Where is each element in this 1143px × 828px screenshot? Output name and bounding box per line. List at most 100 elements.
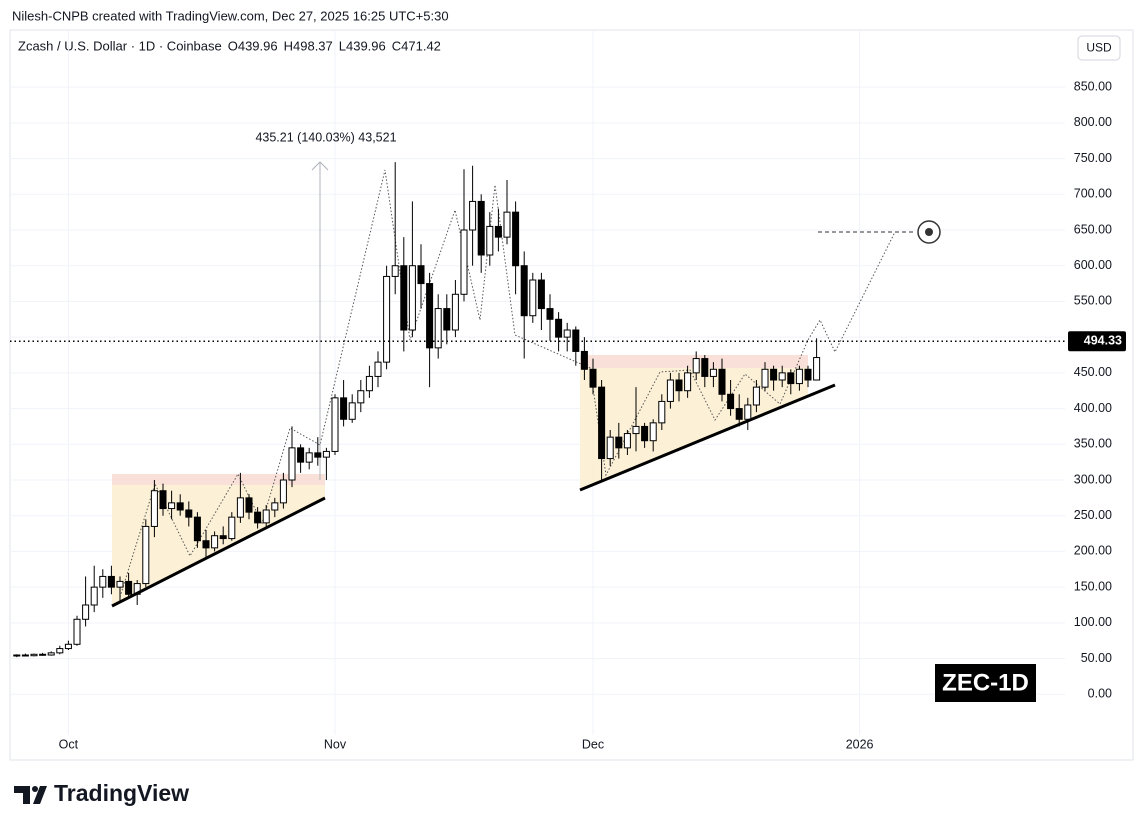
candle-body [271, 502, 279, 511]
candle-body [305, 452, 313, 463]
candle-body [168, 502, 176, 510]
candle-body [460, 229, 468, 295]
candle-body [589, 368, 597, 388]
y-tick-label: 800.00 [1074, 115, 1112, 129]
candle-body [632, 425, 640, 435]
candle-body [340, 397, 348, 420]
brand: TradingView [54, 780, 189, 806]
y-tick-label: 550.00 [1074, 294, 1112, 308]
legend-ohlc: H498.37 [284, 38, 333, 53]
candle-body [503, 211, 511, 238]
candle-body [391, 265, 399, 277]
y-tick-label: 50.00 [1081, 651, 1112, 665]
candle-body [245, 497, 253, 513]
drawings: 435.21 (140.03%) 43,521 [112, 130, 941, 606]
candle-body [322, 450, 330, 458]
candle-body [813, 357, 821, 381]
x-tick-label: Nov [324, 737, 347, 751]
y-tick-label: 300.00 [1074, 472, 1112, 486]
y-tick-label: 0.00 [1088, 687, 1112, 701]
y-tick-label: 250.00 [1074, 508, 1112, 522]
target-dot [925, 228, 933, 236]
candle-body [546, 308, 554, 320]
candle-body [666, 379, 674, 402]
triangle-zone [580, 368, 808, 490]
candle-body [21, 654, 29, 657]
legend-ohlc: O439.96 [228, 38, 278, 53]
y-tick-label: 700.00 [1074, 187, 1112, 201]
candle-body [684, 372, 692, 392]
candle-body [116, 580, 124, 588]
candle-body [279, 479, 287, 504]
triangle-zone [112, 485, 325, 606]
trend-line [579, 383, 836, 492]
candle-body [99, 575, 107, 588]
candle-body [641, 425, 649, 442]
candle-body [348, 402, 356, 420]
candle-body [563, 329, 571, 338]
candle-body [30, 653, 38, 657]
resistance-zone [112, 474, 325, 485]
candle-body [331, 397, 339, 452]
y-tick-label: 200.00 [1074, 544, 1112, 558]
y-tick-label: 450.00 [1074, 365, 1112, 379]
candle-body [236, 497, 244, 518]
candle-body [537, 279, 545, 310]
candle-body [443, 308, 451, 331]
currency-button[interactable] [1077, 35, 1121, 61]
y-tick-label: 350.00 [1074, 437, 1112, 451]
candles [13, 162, 821, 658]
candle-body [512, 211, 520, 267]
badge [935, 664, 1036, 702]
candle-body [469, 200, 477, 231]
candle-body [451, 293, 459, 331]
candle-body [529, 279, 537, 317]
price-label-box [1068, 331, 1126, 352]
candle-body [219, 535, 227, 540]
candle-body [615, 436, 623, 449]
y-tick-label: 650.00 [1074, 222, 1112, 236]
candle-body [778, 372, 786, 381]
candle-body [400, 265, 408, 331]
y-tick-label: 850.00 [1074, 79, 1112, 93]
candle-body [107, 575, 115, 588]
x-tick-label: Dec [582, 737, 604, 751]
legend-symbol: Zcash / U.S. Dollar · 1D · Coinbase [18, 38, 222, 53]
logo-mark [14, 786, 30, 804]
candle-body [727, 393, 735, 410]
candle-body [185, 509, 193, 518]
candle-body [804, 368, 812, 381]
y-tick-label: 400.00 [1074, 401, 1112, 415]
measure-label: 435.21 (140.03%) 43,521 [255, 130, 396, 144]
chart-frame [9, 29, 1134, 761]
candle-body [486, 225, 494, 256]
candle-body [606, 436, 614, 460]
candle-body [150, 490, 158, 527]
currency[interactable]: USD [1086, 41, 1112, 55]
candle-body [718, 368, 726, 395]
header: Nilesh-CNPB created with TradingView.com… [12, 8, 449, 23]
candle-body [254, 511, 262, 524]
candle-body [73, 618, 81, 645]
candle-body [580, 350, 588, 370]
candle-body [787, 372, 795, 385]
candle-body [434, 308, 442, 349]
candle-body [64, 643, 72, 650]
grid [10, 30, 1065, 735]
candle-body [520, 265, 528, 317]
candle-body [39, 653, 47, 656]
candle-body [125, 580, 133, 595]
candle-body [709, 368, 717, 377]
x-tick-label: Oct [59, 737, 79, 751]
candle-body [426, 283, 434, 349]
legend-ohlc: C471.42 [392, 38, 441, 53]
candle-body [176, 502, 184, 511]
trend-lines [111, 383, 836, 608]
candle-body [82, 604, 90, 620]
candle-body [228, 516, 236, 540]
candle-body [555, 318, 563, 338]
candle-body [288, 447, 296, 481]
legend: Zcash / U.S. Dollar · 1D · Coinbase [18, 38, 222, 53]
